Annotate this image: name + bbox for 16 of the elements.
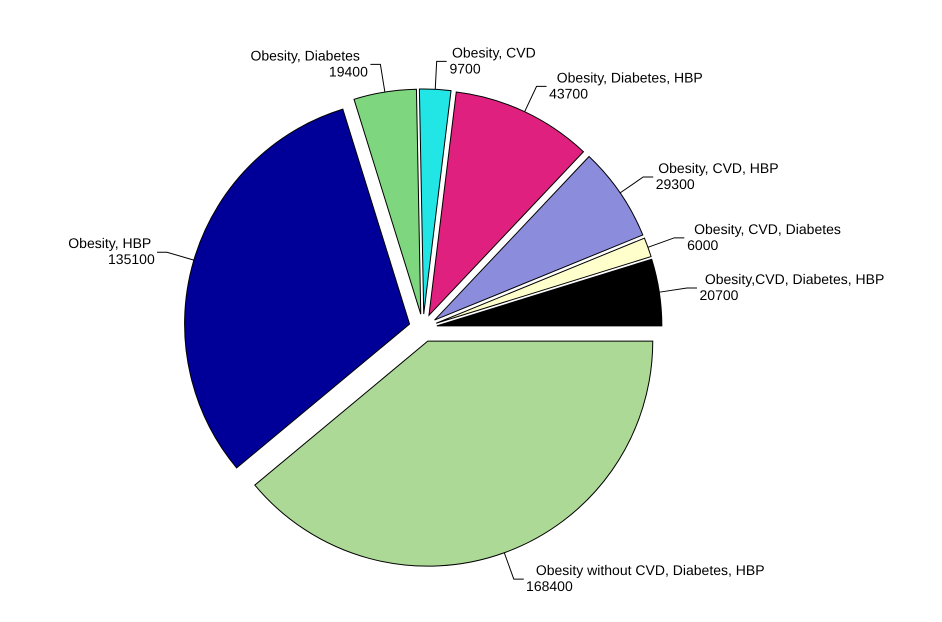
slice-label: Obesity, CVD, HBP: [658, 160, 779, 176]
slice-label: Obesity, Diabetes, HBP: [556, 69, 703, 86]
slice-label: Obesity, Diabetes: [250, 47, 360, 64]
slice-label: Obesity,CVD, Diabetes, HBP: [704, 270, 884, 287]
data-label: 135100: [108, 251, 155, 268]
data-label: 29300: [656, 176, 695, 192]
slice-label: Obesity, CVD, Diabetes: [694, 220, 841, 237]
slice-label: Obesity without CVD, Diabetes, HBP: [536, 562, 765, 578]
data-label: 6000: [687, 236, 718, 253]
data-label: 19400: [328, 63, 368, 80]
slice-label: Obesity, HBP: [68, 235, 152, 252]
data-label: 20700: [700, 286, 739, 303]
data-label: 9700: [449, 60, 481, 76]
data-label: 168400: [526, 578, 573, 594]
slice-label: Obesity, CVD: [452, 44, 536, 60]
data-label: 43700: [549, 85, 588, 102]
